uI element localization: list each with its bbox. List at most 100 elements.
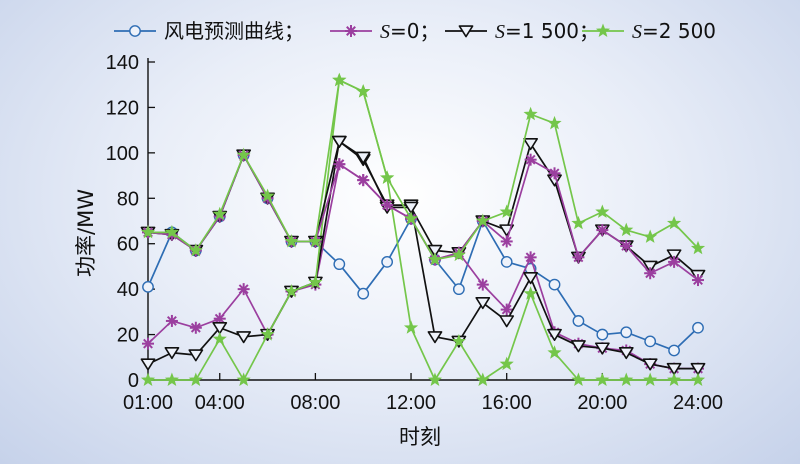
data-point-star <box>451 333 466 348</box>
data-point-circle <box>572 315 585 327</box>
data-point-asterisk <box>142 337 154 350</box>
data-point-star <box>356 84 371 98</box>
data-point-star <box>308 233 323 248</box>
asterisk-stroke <box>238 284 249 295</box>
data-point-star <box>260 188 275 203</box>
data-point-star <box>547 345 562 359</box>
asterisk-stroke <box>382 200 393 211</box>
data-point-asterisk <box>237 283 250 296</box>
data-point-triangle <box>618 346 634 360</box>
data-point-star <box>571 372 586 387</box>
data-point-star <box>619 222 634 237</box>
legend-label: 风电预测曲线； <box>164 19 304 43</box>
data-point-asterisk <box>189 321 202 334</box>
x-tick-label: 08:00 <box>290 392 340 414</box>
asterisk-stroke <box>501 304 512 315</box>
data-point-star <box>188 243 203 257</box>
series-line <box>147 154 699 281</box>
data-point-triangle <box>594 342 610 355</box>
data-point-triangle <box>188 349 204 362</box>
data-point-asterisk <box>548 167 561 180</box>
data-point-triangle <box>458 25 474 38</box>
data-point-asterisk <box>692 274 704 287</box>
data-point-star <box>164 224 179 239</box>
data-point-circle <box>548 278 561 291</box>
asterisk-stroke <box>669 256 680 267</box>
y-tick-label: 120 <box>106 97 139 119</box>
asterisk-stroke <box>190 322 201 333</box>
data-point-asterisk <box>333 158 346 171</box>
asterisk-stroke <box>645 268 656 279</box>
data-point-star <box>475 372 490 387</box>
y-tick-label: 0 <box>128 370 139 392</box>
y-tick-label: 80 <box>117 188 139 210</box>
data-point-star <box>523 286 538 300</box>
data-point-star <box>690 372 706 387</box>
asterisk-stroke <box>166 315 177 326</box>
data-point-star <box>332 72 347 87</box>
data-point-triangle <box>642 358 658 371</box>
series-line <box>148 79 699 261</box>
data-point-triangle <box>666 249 682 262</box>
data-point-star <box>619 372 634 387</box>
legend: 风电预测曲线； S=0； S=1 500； S=2 500 <box>114 19 716 43</box>
data-point-star <box>403 211 419 225</box>
data-point-triangle <box>212 322 228 335</box>
data-point-triangle <box>355 151 371 164</box>
legend-label: S=2 500 <box>632 19 716 43</box>
asterisk-stroke <box>597 225 608 236</box>
data-point-asterisk <box>345 25 357 37</box>
data-point-asterisk <box>165 314 178 327</box>
data-point-star <box>690 240 706 255</box>
asterisk-stroke <box>549 168 560 179</box>
data-point-star <box>212 331 227 346</box>
y-tick-label: 20 <box>117 325 139 347</box>
data-point-asterisk <box>620 239 633 252</box>
data-point-star <box>284 233 299 248</box>
data-point-star <box>643 229 658 243</box>
data-point-triangle <box>140 358 156 371</box>
legend-item-0: 风电预测曲线； <box>114 19 304 43</box>
data-point-triangle <box>571 340 586 353</box>
data-point-star <box>236 372 251 387</box>
data-point-asterisk <box>381 199 394 212</box>
data-point-star <box>427 372 443 387</box>
data-point-triangle <box>403 201 419 214</box>
data-point-triangle <box>499 315 515 328</box>
legend-item-1: S=0； <box>330 19 439 43</box>
data-point-star <box>236 147 251 162</box>
data-point-circle <box>452 283 465 296</box>
series-6 <box>140 72 706 266</box>
data-point-triangle <box>690 362 706 376</box>
data-point-triangle <box>547 328 562 341</box>
data-point-asterisk <box>596 224 609 237</box>
asterisk-stroke <box>525 252 536 263</box>
asterisk-stroke <box>358 175 369 186</box>
axes: 0 20 40 60 80 100 120 140 01:00 04:00 08:00 12:00 16… <box>106 52 723 414</box>
data-point-asterisk <box>476 278 489 291</box>
series-4 <box>140 135 706 282</box>
series-0 <box>142 149 704 357</box>
data-point-triangle <box>642 260 658 273</box>
data-point-triangle <box>475 297 491 310</box>
asterisk-stroke <box>621 241 632 251</box>
data-point-asterisk <box>524 251 537 264</box>
data-point-star <box>667 372 682 387</box>
data-point-asterisk <box>500 235 513 248</box>
data-point-triangle <box>523 272 539 285</box>
legend-item-3: S=2 500 <box>582 19 716 43</box>
legend-label: S=0； <box>380 19 439 43</box>
data-point-star <box>595 23 611 38</box>
data-point-circle <box>381 255 394 268</box>
data-point-star <box>643 372 658 387</box>
asterisk-stroke <box>693 275 703 286</box>
asterisk-stroke <box>525 154 536 165</box>
x-tick-label: 24:00 <box>673 392 723 414</box>
data-point-star <box>595 204 610 218</box>
data-point-circle <box>500 255 513 268</box>
data-point-star <box>212 206 227 221</box>
asterisk-stroke <box>143 338 153 349</box>
legend-label-rest: =2 500 <box>642 19 716 43</box>
legend-label-rest: =0； <box>390 19 439 43</box>
data-point-star <box>595 372 610 387</box>
